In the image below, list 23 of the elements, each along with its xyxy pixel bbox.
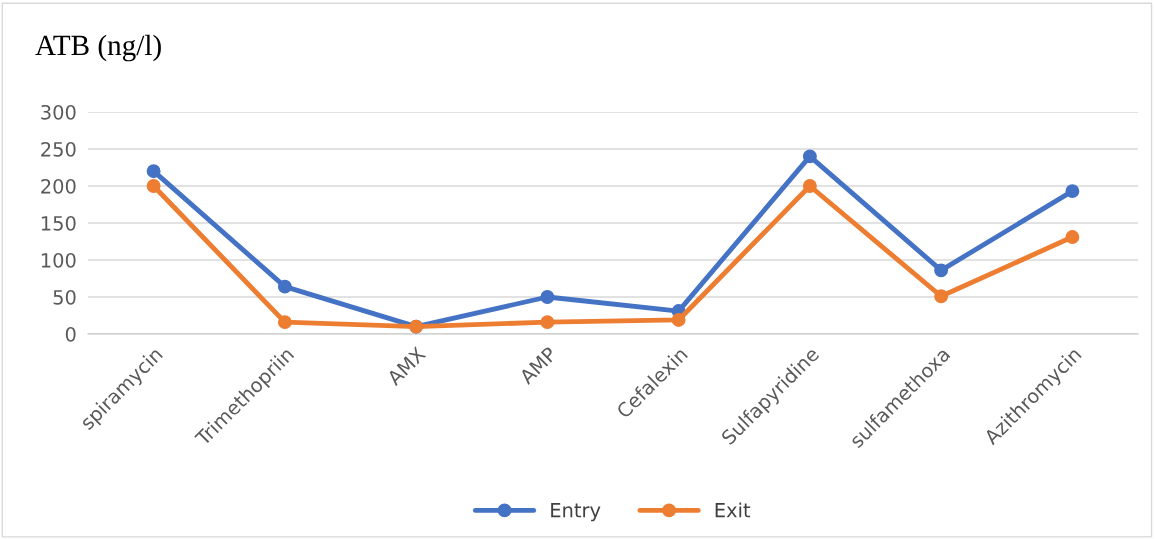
y-tick-label: 300 — [41, 104, 76, 120]
point — [1065, 184, 1080, 199]
point — [540, 315, 555, 330]
point — [802, 149, 817, 164]
point — [802, 179, 817, 193]
chart-title: ATB (ng/l) — [35, 34, 161, 62]
legend-label: Entry — [551, 503, 601, 522]
point — [671, 312, 686, 327]
y-tick-label: 150 — [41, 215, 76, 231]
point — [1065, 230, 1080, 245]
y-tick-label: 0 — [65, 326, 76, 342]
y-tick-label: 250 — [41, 141, 76, 157]
y-tick-label: 50 — [53, 289, 76, 305]
legend-label: Exit — [715, 502, 751, 518]
point — [146, 179, 161, 193]
y-tick-label: 100 — [41, 252, 76, 268]
point — [277, 315, 292, 330]
point — [277, 279, 292, 294]
point — [934, 263, 949, 278]
point — [934, 289, 949, 304]
point — [540, 290, 555, 304]
y-tick-label: 200 — [41, 178, 76, 194]
point — [146, 164, 161, 179]
